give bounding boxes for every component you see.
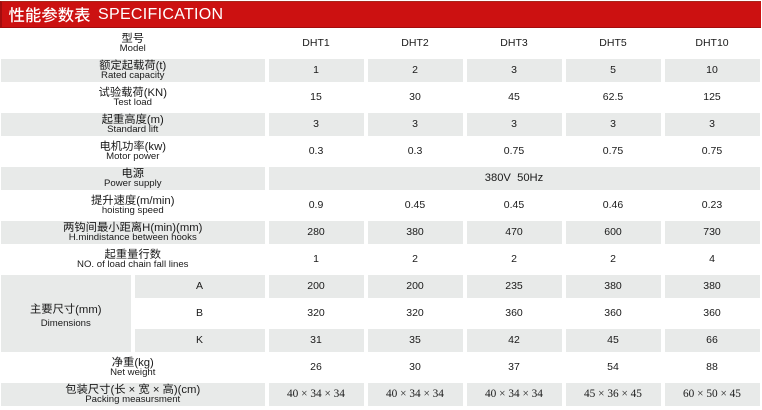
svg-text:(m): (m) (147, 114, 164, 126)
svg-text:×: × (150, 384, 163, 396)
svg-text:(KN): (KN) (144, 87, 167, 99)
svg-text:(mm): (mm) (75, 304, 102, 316)
svg-text:(m/min): (m/min) (136, 195, 175, 207)
svg-text:)(cm): )(cm) (174, 384, 201, 396)
svg-text:(kg): (kg) (134, 357, 154, 369)
svg-text:×: × (126, 384, 139, 396)
svg-text:(kw): (kw) (145, 141, 167, 153)
svg-text:H(min)(mm): H(min)(mm) (142, 222, 202, 234)
svg-text:(t): (t) (156, 60, 167, 72)
svg-text:(: ( (110, 384, 114, 396)
